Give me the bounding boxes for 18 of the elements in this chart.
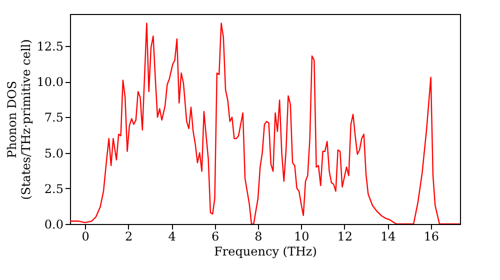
y-tick-label: 10.0 — [36, 75, 64, 90]
x-tick-label: 6 — [211, 230, 220, 244]
y-tick-label: 7.5 — [44, 110, 64, 125]
x-tick-label: 14 — [380, 230, 396, 244]
x-axis-title: Frequency (THz) — [214, 244, 317, 258]
x-tick-label: 16 — [424, 230, 439, 244]
x-tick-label: 2 — [125, 230, 133, 244]
x-tick-label: 12 — [337, 230, 353, 244]
y-tick-label: 2.5 — [44, 182, 64, 196]
x-tick-label: 4 — [168, 230, 176, 244]
y-tick-label: 0.0 — [44, 218, 64, 232]
x-tick-label: 0 — [82, 230, 90, 244]
y-tick-label: 5.0 — [44, 146, 64, 160]
y-axis-title: Phonon DOS (States/THz·primitive cell) — [4, 39, 33, 200]
x-tick-label: 10 — [294, 230, 310, 244]
line-series — [70, 22, 460, 224]
y-tick-label: 12.5 — [36, 40, 64, 54]
x-tick-label: 8 — [254, 230, 262, 244]
